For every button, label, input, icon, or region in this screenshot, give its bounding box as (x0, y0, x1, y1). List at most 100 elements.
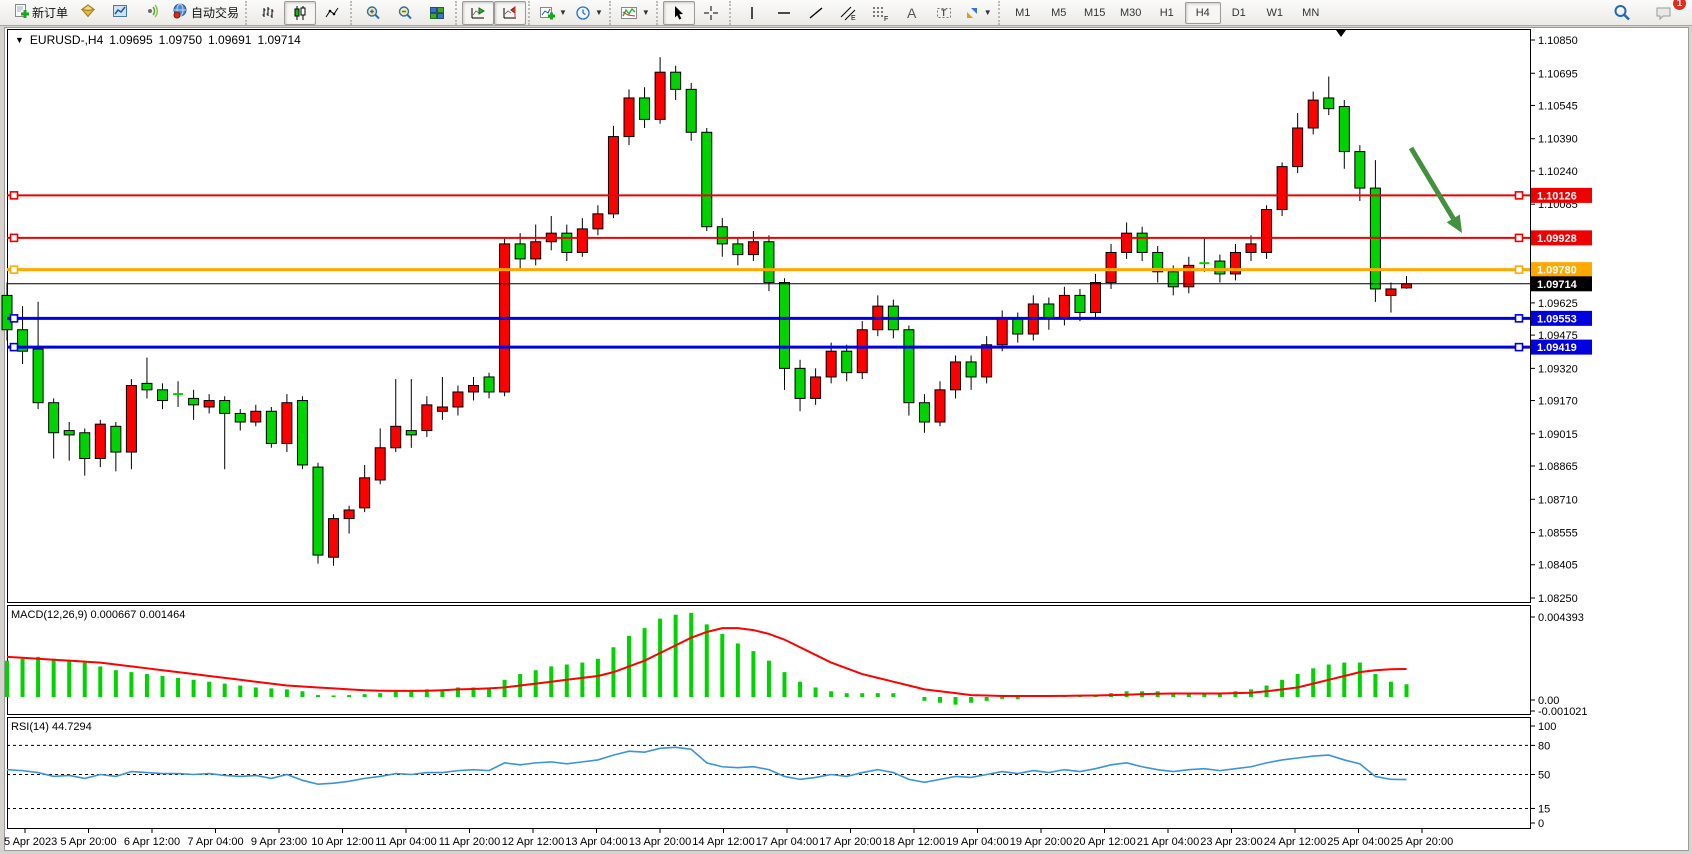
one-click-trading-toggle-icon[interactable]: ▼ (15, 35, 24, 45)
date-tick-label: 23 Apr 23:00 (1200, 836, 1262, 848)
date-tick-label: 7 Apr 04:00 (187, 836, 243, 848)
equidistant-channel-button[interactable]: E (832, 1, 864, 25)
scroll-group (455, 0, 527, 25)
date-tick-label: 19 Apr 04:00 (946, 836, 1008, 848)
line-handle[interactable] (1514, 233, 1524, 243)
macd-signal-line (6, 627, 1407, 698)
text-button[interactable]: A (896, 1, 928, 25)
price-tick-label: 1.09625 (1538, 298, 1578, 310)
line-chart-icon (325, 7, 339, 17)
price-badge-label: 1.09553 (1537, 313, 1577, 325)
macd-panel-frame (7, 605, 1531, 715)
chevron-down-icon: ▼ (983, 8, 992, 17)
main-toolbar: 新订单 自动交易 (0, 0, 1692, 26)
timeframe-button-w1[interactable]: W1 (1266, 6, 1283, 19)
line-handle[interactable] (1514, 314, 1524, 323)
timeframe-button-h4[interactable]: H4 (1184, 1, 1221, 24)
candle-body (328, 518, 340, 558)
price-tick-label: 1.09170 (1538, 396, 1578, 408)
tile-windows-button[interactable] (421, 1, 453, 25)
timeframe-button-m1[interactable]: M1 (1015, 6, 1031, 19)
notification-count-badge: 1 (1672, 0, 1687, 11)
notifications-button[interactable]: 1 (1648, 0, 1687, 25)
crosshair-button[interactable] (695, 1, 727, 25)
candle-body (359, 477, 371, 509)
price-tick-label: 1.09475 (1538, 330, 1578, 342)
date-tick-label: 11 Apr 04:00 (375, 836, 437, 848)
macd-tick-label: 0.004393 (1538, 612, 1584, 624)
candle-body (1214, 260, 1226, 275)
zoom-out-button[interactable] (389, 1, 421, 25)
horizontal-line-button[interactable] (768, 1, 800, 25)
line-handle[interactable] (9, 233, 19, 243)
indicators-button[interactable]: ▼ (616, 1, 654, 25)
timeframe-button-h1[interactable]: H1 (1159, 6, 1174, 19)
date-tick-label: 11 Apr 20:00 (439, 836, 501, 848)
price-tick-label: 1.08250 (1538, 593, 1578, 605)
svg-text:F: F (884, 16, 888, 21)
cursor-arrow-icon (674, 5, 683, 19)
down-arrow-head[interactable] (1446, 214, 1462, 233)
timeframe-button-m15[interactable]: M15 (1084, 6, 1106, 19)
line-handle[interactable] (1514, 191, 1524, 200)
indicators-icon (620, 6, 637, 19)
date-tick-label: 25 Apr 20:00 (1391, 836, 1453, 848)
candlestick-icon (294, 5, 306, 20)
arrows-button[interactable]: ▼ (960, 1, 996, 25)
candle-body (934, 389, 946, 423)
cursor-button[interactable] (662, 0, 695, 25)
new-order-button[interactable]: 新订单 (9, 1, 72, 25)
price-tick-label: 1.08865 (1538, 461, 1578, 473)
price-badge (1531, 187, 1592, 203)
svg-text:T: T (941, 8, 947, 18)
timeframe-button-d1[interactable]: D1 (1231, 6, 1246, 19)
candle-body (203, 400, 215, 408)
fibonacci-button[interactable]: F (864, 1, 896, 25)
signals-button[interactable] (136, 1, 168, 25)
down-arrow-annotation[interactable] (1408, 146, 1458, 224)
text-label-button[interactable]: T (928, 1, 960, 25)
search-button[interactable] (1606, 1, 1638, 25)
line-handle[interactable] (1514, 342, 1524, 352)
candle-body (421, 404, 433, 432)
line-handle[interactable] (1514, 265, 1524, 274)
candle-body (1121, 232, 1133, 253)
auto-scroll-button[interactable] (462, 0, 495, 25)
periodicity-button[interactable]: ▼ (571, 1, 607, 25)
line-handle[interactable] (9, 314, 19, 323)
bar-chart-button[interactable] (252, 1, 284, 25)
date-tick-label: 10 Apr 12:00 (311, 836, 373, 848)
line-handle[interactable] (9, 265, 19, 274)
trendline-button[interactable] (800, 1, 832, 25)
candle-body (794, 367, 806, 399)
date-tick-label: 14 Apr 12:00 (692, 836, 754, 848)
quotes-button[interactable] (72, 1, 104, 25)
macd-tick-label: -0.001021 (1538, 706, 1588, 718)
chart-window-icon (112, 3, 128, 22)
timeframe-button-m5[interactable]: M5 (1051, 6, 1067, 19)
trade-group: 新订单 自动交易 (4, 1, 243, 25)
candle-body (763, 241, 775, 284)
line-handle[interactable] (9, 342, 19, 352)
price-badge (1531, 230, 1592, 246)
date-tick-label: 21 Apr 04:00 (1137, 836, 1199, 848)
timeframe-button-mn[interactable]: MN (1302, 6, 1320, 19)
date-tick-label: 20 Apr 12:00 (1073, 836, 1135, 848)
line-handle[interactable] (9, 191, 19, 200)
chart-shift-button[interactable] (494, 0, 527, 25)
market-watch-button[interactable] (104, 1, 136, 25)
timeframe-button-m30[interactable]: M30 (1120, 6, 1142, 19)
candle-body (234, 412, 246, 423)
new-chart-button[interactable]: ▼ (535, 1, 571, 25)
line-chart-button[interactable] (316, 1, 348, 25)
date-tick-label: 17 Apr 04:00 (756, 836, 818, 848)
vertical-line-button[interactable] (736, 1, 768, 25)
zoom-in-button[interactable] (357, 1, 389, 25)
candle-body (950, 361, 962, 391)
candle-body (312, 466, 324, 556)
candlestick-chart-button[interactable] (284, 0, 317, 25)
price-tick-label: 1.10390 (1538, 134, 1578, 146)
autotrading-button[interactable]: 自动交易 (168, 1, 243, 25)
chat-bubble-icon (1656, 7, 1671, 20)
